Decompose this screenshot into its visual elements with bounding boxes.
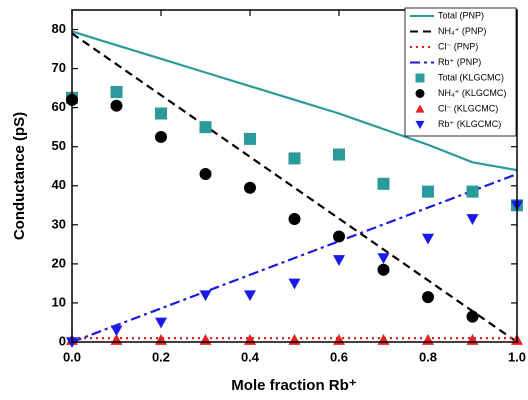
marker [155,107,167,120]
marker [422,291,434,304]
marker [110,99,123,112]
marker [415,73,425,83]
marker [377,263,390,276]
marker [155,334,167,345]
marker [377,177,390,190]
marker [422,334,434,345]
x-tick-label: 0.6 [330,349,348,364]
legend-label: Rb⁺ (PNP) [438,57,481,67]
marker [288,152,301,165]
marker [422,233,434,245]
x-tick-label: 1.0 [508,349,526,364]
marker [377,253,390,265]
legend-label: Total (KLGCMC) [438,72,504,82]
legend-label: Cl⁻ (PNP) [438,41,478,51]
marker [333,230,345,243]
marker [288,278,301,290]
y-tick-label: 50 [52,138,66,153]
legend-label: Cl⁻ (KLGCMC) [438,103,498,113]
marker [333,334,345,345]
plot-frame [71,9,518,343]
x-tick-label: 0.0 [63,349,81,364]
marker [244,334,256,345]
marker [415,120,425,129]
marker [244,181,256,194]
marker [244,290,256,302]
y-axis-label: Conductance (pS) [11,112,28,240]
x-tick-label: 0.4 [241,349,260,364]
marker [110,325,123,337]
x-tick-label: 0.8 [419,349,437,364]
line-series [71,30,518,172]
marker [155,317,167,329]
marker [155,130,167,143]
x-tick-label: 0.2 [152,349,170,364]
marker [199,334,212,345]
y-tick-label: 30 [52,216,66,231]
y-tick-label: 40 [52,177,66,192]
marker [466,334,479,345]
marker [422,185,434,198]
y-tick-label: 60 [52,99,66,114]
marker [333,255,345,266]
marker [288,334,301,345]
y-tick-label: 70 [52,60,66,75]
marker [244,132,256,145]
marker [415,89,425,98]
marker [466,310,479,323]
marker [110,86,123,99]
marker [199,168,212,181]
marker [333,148,345,161]
legend-label: NH₄⁺ (PNP) [438,26,486,36]
line-series [71,173,518,344]
marker [199,290,212,302]
marker [466,185,479,198]
legend-label: Total (PNP) [438,10,484,20]
legend-label: Rb⁺ (KLGCMC) [438,119,501,129]
marker [415,104,425,113]
y-tick-label: 80 [52,21,66,36]
marker [199,121,212,134]
y-tick-label: 0 [59,333,66,348]
marker [377,334,390,345]
y-tick-label: 10 [52,294,66,309]
y-tick-label: 20 [52,255,66,270]
legend-label: NH₄⁺ (KLGCMC) [438,88,506,98]
marker [288,212,301,225]
marker [466,214,479,225]
legend-box [404,7,517,137]
x-axis-label: Mole fraction Rb⁺ [231,377,357,394]
